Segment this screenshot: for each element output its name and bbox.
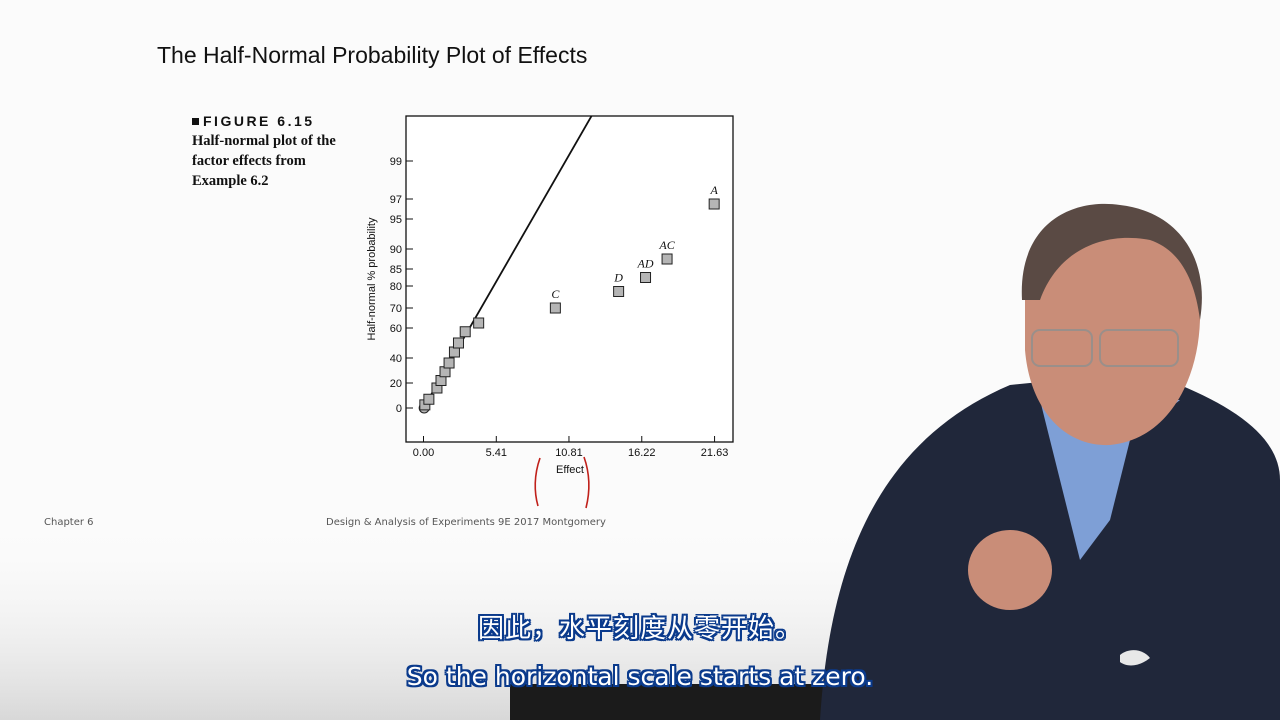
data-point bbox=[708, 198, 720, 210]
subtitle-chinese-text: 因此，水平刻度从零开始。 bbox=[477, 614, 802, 644]
x-tick-label: 16.22 bbox=[628, 447, 656, 459]
y-tick-label: 60 bbox=[390, 323, 402, 335]
y-tick-label: 40 bbox=[390, 353, 402, 365]
subtitle-chinese: 因此，水平刻度从零开始。 bbox=[0, 608, 1280, 645]
data-point bbox=[613, 286, 625, 297]
red-bracket-right bbox=[583, 456, 590, 509]
data-point bbox=[459, 326, 471, 338]
figure-caption: FIGURE 6.15 Half-normal plot of the fact… bbox=[192, 113, 342, 191]
slide-title: The Half-Normal Probability Plot of Effe… bbox=[157, 42, 588, 68]
glasses-left bbox=[1031, 329, 1093, 367]
y-tick-label: 99 bbox=[390, 156, 402, 168]
subtitle-english: So the horizontal scale starts at zero. bbox=[0, 662, 1280, 691]
data-points: C D AD AC A bbox=[418, 183, 720, 414]
data-point bbox=[443, 357, 455, 369]
glasses-right bbox=[1099, 329, 1179, 367]
presenter-hand bbox=[968, 530, 1052, 610]
presenter-shirt bbox=[1040, 400, 1180, 560]
x-tick-label: 5.41 bbox=[486, 447, 507, 459]
presenter-body bbox=[820, 380, 1280, 720]
point-label: A bbox=[709, 183, 718, 197]
data-point bbox=[473, 317, 485, 329]
y-tick-label: 70 bbox=[390, 303, 402, 315]
figure-label: FIGURE 6.15 bbox=[192, 113, 342, 129]
presenter-head bbox=[1024, 207, 1201, 446]
x-axis: 0.00 5.41 10.81 16.22 21.63 bbox=[413, 436, 729, 459]
point-label: D bbox=[613, 271, 623, 285]
plot-frame bbox=[405, 115, 734, 443]
subtitle-english-text: So the horizontal scale starts at zero. bbox=[406, 662, 874, 691]
y-axis-label: Half-normal % probability bbox=[366, 217, 378, 340]
y-tick-label: 90 bbox=[390, 244, 402, 256]
y-tick-label: 85 bbox=[390, 264, 402, 276]
data-point bbox=[423, 393, 435, 405]
figure-description: Half-normal plot of the factor effects f… bbox=[192, 133, 336, 189]
data-point bbox=[549, 302, 561, 314]
x-tick-label: 10.81 bbox=[555, 447, 583, 459]
x-tick-label: 21.63 bbox=[701, 447, 729, 459]
y-tick-label: 20 bbox=[390, 378, 402, 390]
y-tick-label: 97 bbox=[390, 194, 402, 206]
data-point bbox=[452, 337, 464, 349]
point-label: AD bbox=[637, 257, 654, 271]
y-tick-label: 0 bbox=[396, 403, 402, 415]
data-point bbox=[661, 253, 673, 265]
point-label: C bbox=[551, 287, 560, 301]
data-point bbox=[640, 272, 652, 283]
logo-icon bbox=[1120, 650, 1150, 666]
x-tick-label: 0.00 bbox=[413, 447, 434, 459]
x-axis-label: Effect bbox=[556, 464, 584, 476]
red-bracket-left bbox=[534, 457, 541, 507]
point-label: AC bbox=[658, 238, 675, 252]
presenter-hair bbox=[1021, 203, 1202, 320]
y-axis: 0 20 40 60 70 80 85 90 95 97 99 bbox=[390, 156, 413, 415]
y-tick-label: 80 bbox=[390, 281, 402, 293]
y-tick-label: 95 bbox=[390, 214, 402, 226]
